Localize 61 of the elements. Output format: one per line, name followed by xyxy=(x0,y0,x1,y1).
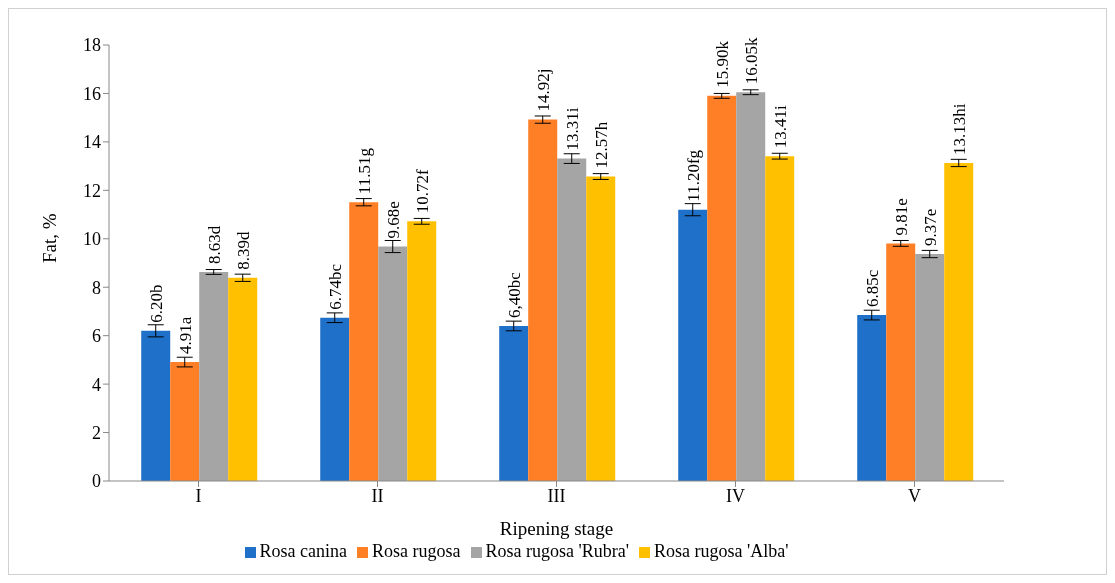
bar xyxy=(586,176,616,481)
x-tick-label: IV xyxy=(726,485,745,506)
bar xyxy=(407,221,437,481)
x-tick-label: III xyxy=(547,485,566,506)
y-tick-label: 16 xyxy=(83,83,101,104)
data-label: 11.20fg xyxy=(683,149,703,202)
y-tick-label: 4 xyxy=(92,374,101,395)
y-tick-label: 14 xyxy=(83,132,101,153)
y-tick-label: 2 xyxy=(92,422,101,443)
bar xyxy=(528,119,558,481)
y-tick-label: 18 xyxy=(83,35,101,56)
bar xyxy=(886,243,916,481)
bar xyxy=(228,277,258,481)
data-label: 12.57h xyxy=(591,121,611,169)
data-label: 4.91a xyxy=(175,316,195,355)
x-tick-label: I xyxy=(195,485,202,506)
bar xyxy=(707,95,737,481)
legend-label: Rosa rugosa 'Alba' xyxy=(653,541,789,561)
x-tick-label: V xyxy=(908,485,921,506)
bar xyxy=(915,254,945,481)
bar xyxy=(678,209,708,481)
y-tick-label: 0 xyxy=(92,471,101,492)
bar xyxy=(320,317,350,481)
y-tick-label: 6 xyxy=(92,326,101,347)
bar xyxy=(736,92,766,481)
data-label: 13.13hi xyxy=(949,103,969,155)
data-label: 6.85c xyxy=(862,269,882,308)
x-tick-label: II xyxy=(371,485,384,506)
bar xyxy=(499,325,529,481)
y-tick-label: 12 xyxy=(83,180,101,201)
legend-label: Rosa canina xyxy=(259,541,348,561)
x-axis-title: Ripening stage xyxy=(499,518,614,539)
data-label: 9.81e xyxy=(891,198,911,236)
data-label: 6,40bc xyxy=(504,271,524,318)
y-axis-title: Fat, % xyxy=(38,213,60,263)
data-label: 16.05k xyxy=(741,36,761,85)
bar xyxy=(170,362,200,481)
data-label: 9.68e xyxy=(383,201,403,239)
data-label: 15.90k xyxy=(712,40,732,88)
legend-label: Rosa rugosa xyxy=(372,541,461,561)
data-label: 8.39d xyxy=(233,231,253,270)
bar xyxy=(857,315,887,481)
bar xyxy=(199,271,229,481)
legend-label: Rosa rugosa 'Rubra' xyxy=(485,541,629,561)
data-label: 10.72f xyxy=(412,169,432,214)
bar xyxy=(944,162,974,481)
data-label: 9.37e xyxy=(920,208,940,247)
bar xyxy=(557,158,587,481)
bar xyxy=(349,202,379,481)
data-label: 6.74bc xyxy=(325,263,345,310)
y-tick-label: 8 xyxy=(92,277,101,298)
data-label: 13.41i xyxy=(770,104,790,149)
bar xyxy=(765,156,795,481)
y-tick-label: 10 xyxy=(83,229,101,250)
data-label: 13.31i xyxy=(562,107,582,151)
bar xyxy=(378,246,408,481)
data-label: 14.92j xyxy=(533,68,553,112)
data-label: 6.20b xyxy=(146,284,166,323)
data-label: 8.63d xyxy=(204,225,224,264)
bar xyxy=(141,330,171,481)
data-label: 11.51g xyxy=(354,147,374,195)
